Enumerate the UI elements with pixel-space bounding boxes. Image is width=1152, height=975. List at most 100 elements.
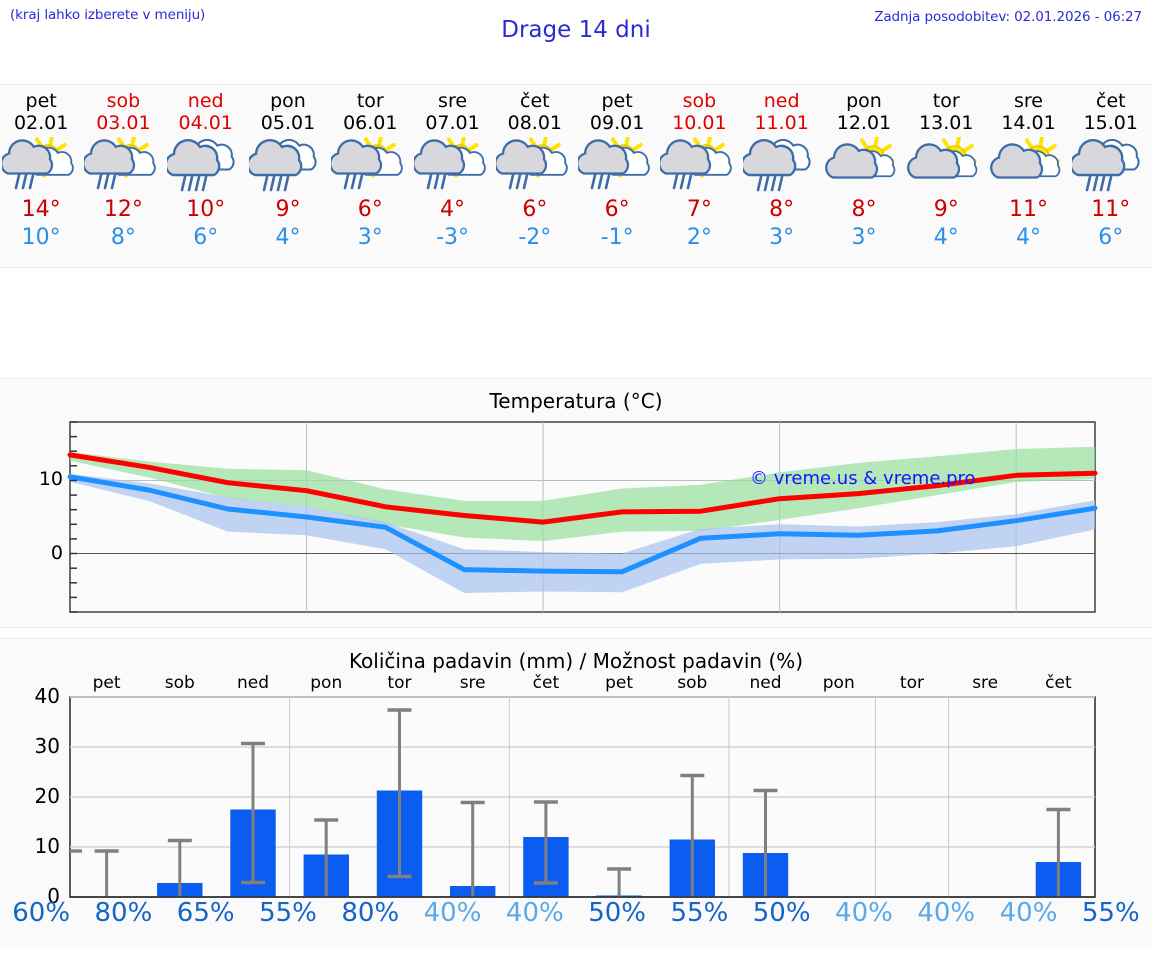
day-forecast-card[interactable]: sre 14.01 11° 4° (987, 85, 1069, 267)
day-forecast-card[interactable]: pet 02.01 14° 10° (0, 85, 82, 267)
day-max-temperature: 6° (522, 197, 548, 222)
temperature-chart-title: Temperatura (°C) (489, 389, 663, 413)
cloud-rain-icon (1071, 137, 1150, 195)
day-max-temperature: 4° (440, 197, 466, 222)
day-max-temperature: 6° (357, 197, 383, 222)
precipitation-day-label: čet (532, 673, 560, 693)
day-of-week-label: čet (1096, 90, 1126, 112)
sun-cloud-icon (825, 137, 903, 195)
day-forecast-card[interactable]: sob 03.01 12° 8° (82, 85, 164, 267)
precipitation-day-label: tor (387, 673, 412, 693)
day-forecast-card[interactable]: tor 13.01 9° 4° (905, 85, 987, 267)
day-max-temperature: 10° (186, 197, 226, 222)
precipitation-day-label: sre (459, 673, 486, 693)
precipitation-probability-label: 40% (505, 898, 564, 928)
day-forecast-card[interactable]: sre 07.01 4° -3° (411, 85, 493, 267)
sun-cloud-rain-icon (578, 137, 656, 195)
day-forecast-card[interactable]: tor 06.01 6° 3° (329, 85, 411, 267)
top-bar: (kraj lahko izberete v meniju) Drage 14 … (0, 0, 1152, 62)
day-of-week-label: sob (106, 90, 141, 112)
precipitation-day-label: ned (237, 673, 270, 693)
day-of-week-label: sre (438, 90, 468, 112)
day-min-temperature: 4° (275, 225, 301, 250)
day-max-temperature: 11° (1091, 197, 1131, 222)
precipitation-probability-row: 60% 80% 65% 55% 80% 40% 40% 50% 55% 50% 40% 40% 40% 5… (0, 898, 1152, 938)
day-forecast-card[interactable]: čet 15.01 11° 6° (1070, 85, 1152, 267)
precipitation-chart-title: Količina padavin (mm) / Možnost padavin … (348, 649, 804, 673)
day-min-temperature: -3° (436, 225, 470, 250)
page-title: Drage 14 dni (501, 17, 651, 43)
day-of-week-label: pet (25, 90, 57, 112)
day-date-label: 09.01 (589, 112, 645, 134)
precipitation-day-label: sob (677, 673, 708, 693)
precipitation-day-label: pon (822, 673, 855, 693)
precipitation-day-label: pon (310, 673, 343, 693)
precipitation-y-tick-label: 40 (34, 684, 60, 708)
day-date-label: 11.01 (754, 112, 809, 134)
day-forecast-card[interactable]: čet 08.01 6° -2° (494, 85, 576, 267)
daily-forecast-strip: pet 02.01 14° 10° sob 03.01 12° 8° ned 04.01 10… (0, 84, 1152, 268)
day-forecast-card[interactable]: ned 11.01 8° 3° (741, 85, 823, 267)
precipitation-day-label: tor (899, 673, 924, 693)
precipitation-error-bar (241, 741, 265, 885)
day-date-label: 03.01 (96, 112, 151, 134)
precipitation-error-bar (533, 800, 558, 885)
precipitation-error-bar (607, 867, 632, 897)
day-forecast-card[interactable]: sob 10.01 7° 2° (658, 85, 740, 267)
precipitation-probability-label: 40% (917, 898, 976, 928)
day-min-temperature: 4° (933, 225, 959, 250)
day-of-week-label: ned (763, 90, 800, 112)
day-forecast-card[interactable]: ned 04.01 10° 6° (165, 85, 247, 267)
day-date-label: 14.01 (1001, 112, 1056, 134)
precipitation-y-tick-label: 10 (34, 834, 60, 858)
day-date-label: 07.01 (425, 112, 480, 134)
precipitation-day-label: pet (92, 673, 121, 693)
day-forecast-card[interactable]: pon 05.01 9° 4° (247, 85, 329, 267)
day-date-label: 06.01 (343, 112, 398, 134)
day-max-temperature: 8° (769, 197, 795, 222)
precipitation-probability-label: 40% (423, 898, 482, 928)
precipitation-error-bar (460, 800, 485, 897)
day-min-temperature: 2° (686, 225, 712, 250)
precipitation-error-bar (753, 788, 778, 897)
temperature-chart-section: Temperatura (°C) 0 10 (0, 378, 1152, 628)
day-date-label: 15.01 (1083, 112, 1138, 134)
precipitation-day-label: sre (972, 673, 999, 693)
sun-cloud-rain-icon (84, 137, 162, 195)
day-of-week-label: sre (1014, 90, 1043, 112)
temperature-plot-area (67, 421, 1098, 613)
precipitation-plot-area (69, 696, 1096, 898)
day-of-week-label: pet (601, 90, 633, 112)
day-date-label: 10.01 (672, 112, 727, 134)
sun-cloud-icon (907, 137, 985, 195)
day-of-week-label: tor (356, 90, 384, 112)
cloud-rain-icon (166, 137, 245, 195)
sun-cloud-icon (989, 137, 1068, 195)
day-min-temperature: 6° (193, 225, 219, 250)
day-max-temperature: 11° (1009, 197, 1049, 222)
sun-cloud-rain-icon (331, 137, 409, 195)
temperature-y-tick-label: 10 (38, 468, 63, 491)
day-date-label: 02.01 (13, 112, 69, 134)
precipitation-chart-section: Količina padavin (mm) / Možnost padavin … (0, 638, 1152, 948)
precipitation-day-label: sob (164, 673, 195, 693)
day-min-temperature: -1° (600, 225, 634, 250)
day-date-label: 13.01 (919, 112, 974, 134)
day-of-week-label: pon (846, 90, 882, 112)
day-min-temperature: -2° (518, 225, 552, 250)
day-forecast-card[interactable]: pon 12.01 8° 3° (823, 85, 905, 267)
day-forecast-card[interactable]: pet 09.01 6° -1° (576, 85, 658, 267)
sun-cloud-rain-icon (413, 137, 492, 195)
day-min-temperature: 8° (110, 225, 136, 250)
temperature-range-band (70, 446, 1095, 542)
temperature-y-tick-label: 0 (50, 541, 63, 564)
precipitation-error-bar (94, 849, 119, 897)
precipitation-probability-label: 55% (670, 898, 729, 928)
day-min-temperature: 6° (1098, 225, 1124, 250)
day-max-temperature: 12° (103, 197, 143, 222)
watermark-credit: © vreme.us & vreme.pro (750, 468, 976, 489)
precipitation-probability-label: 50% (752, 898, 811, 928)
day-date-label: 12.01 (836, 112, 892, 134)
precipitation-probability-label: 60% (12, 898, 71, 928)
precipitation-probability-label: 40% (835, 898, 893, 928)
